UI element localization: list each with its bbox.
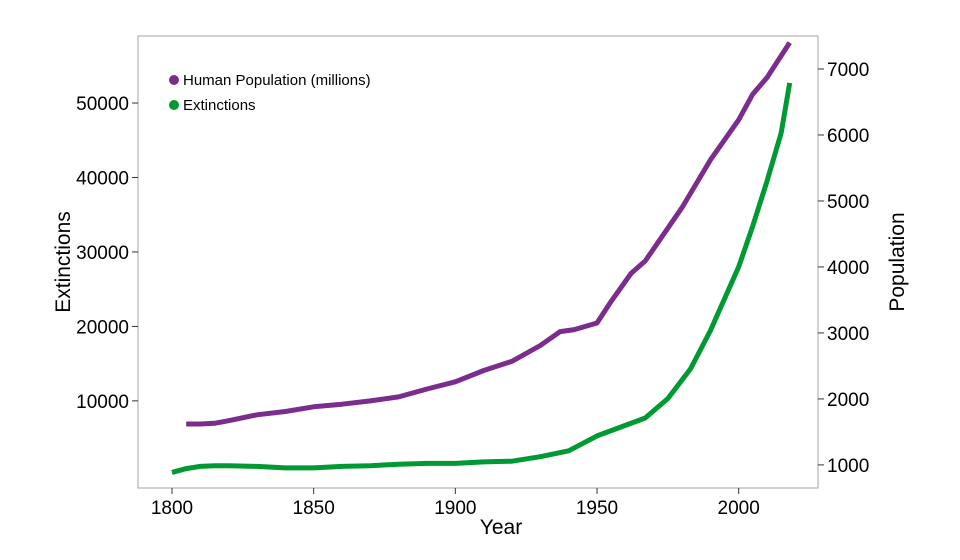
right-y-tick-label: 4000 (827, 258, 869, 279)
legend-marker-extinctions (169, 100, 179, 110)
right-y-tick-label: 3000 (827, 324, 869, 345)
x-axis-title: Year (480, 516, 522, 539)
left-y-axis-title: Extinctions (52, 211, 75, 313)
left-y-tick-label: 40000 (76, 168, 129, 189)
x-tick-label: 2000 (718, 498, 760, 519)
left-y-tick-label: 30000 (76, 243, 129, 264)
left-y-tick-label: 50000 (76, 94, 129, 115)
right-y-axis-ticks: 1000 2000 3000 4000 5000 6000 7000 (818, 60, 869, 477)
right-y-tick-label: 2000 (827, 390, 869, 411)
x-tick-label: 1900 (434, 498, 476, 519)
left-y-tick-label: 20000 (76, 317, 129, 338)
plot-area-frame (137, 35, 819, 489)
x-axis-ticks: 1800 1850 1900 1950 2000 (151, 488, 760, 519)
left-y-axis-ticks: 10000 20000 30000 40000 50000 (76, 94, 138, 413)
x-tick-label: 1800 (151, 498, 193, 519)
right-y-tick-label: 1000 (827, 456, 869, 477)
series-line-extinctions (171, 82, 793, 475)
right-y-tick-label: 5000 (827, 192, 869, 213)
legend: Human Population (millions) Extinctions (169, 72, 371, 114)
series-layer (171, 41, 793, 475)
right-y-tick-label: 7000 (827, 60, 869, 81)
x-tick-label: 1950 (576, 498, 618, 519)
left-y-tick-label: 10000 (76, 392, 129, 413)
right-y-tick-label: 6000 (827, 126, 869, 147)
x-tick-label: 1850 (293, 498, 335, 519)
legend-marker-population (169, 75, 179, 85)
legend-label-extinctions: Extinctions (183, 97, 256, 114)
right-y-axis-title: Population (886, 212, 909, 311)
series-line-population (186, 41, 792, 427)
legend-label-population: Human Population (millions) (183, 72, 371, 89)
